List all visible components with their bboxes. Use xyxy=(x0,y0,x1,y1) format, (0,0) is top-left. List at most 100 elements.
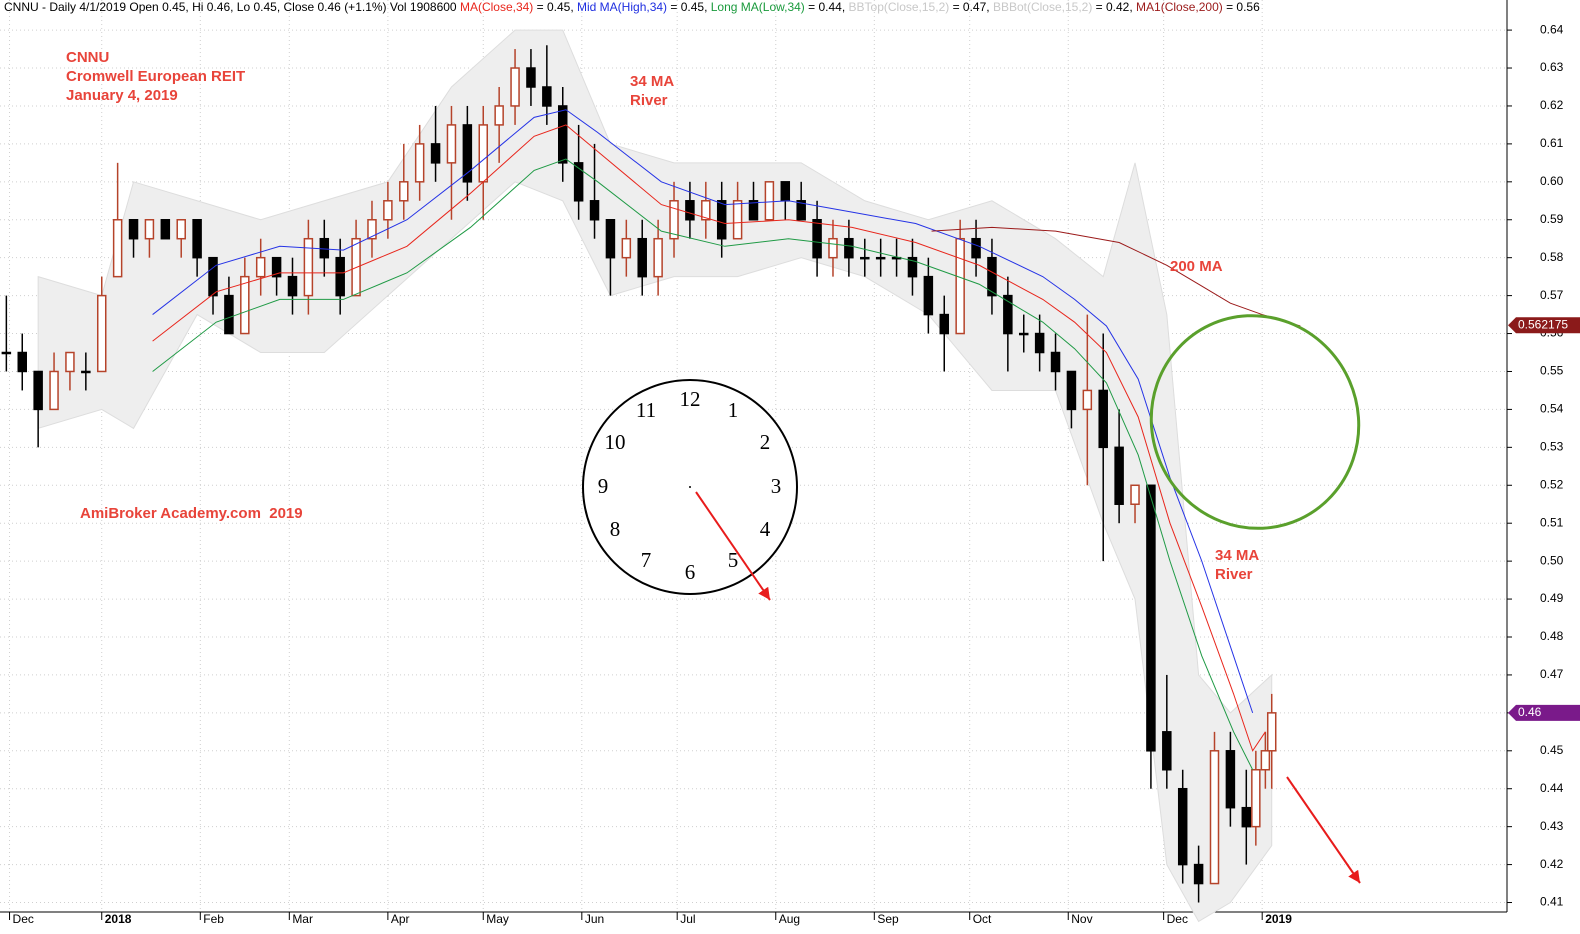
candle-body xyxy=(33,370,43,411)
clock-number: 9 xyxy=(598,474,609,498)
annotation: River xyxy=(1215,566,1253,583)
candle-body xyxy=(255,256,266,278)
candle-body xyxy=(430,143,441,164)
arrow xyxy=(1286,776,1361,884)
arrow xyxy=(695,491,771,601)
x-tick-label: May xyxy=(486,912,509,926)
y-tick-label: 0.64 xyxy=(1540,22,1564,36)
y-tick-label: 0.45 xyxy=(1540,743,1564,757)
clock-number: 4 xyxy=(760,517,771,541)
candle-body xyxy=(96,294,107,373)
candle-body xyxy=(685,200,695,221)
annotation: January 4, 2019 xyxy=(66,87,178,104)
clock-number: 12 xyxy=(680,387,701,411)
y-tick-label: 0.50 xyxy=(1540,553,1564,567)
candle-body xyxy=(637,237,647,278)
candle-body xyxy=(987,256,997,297)
moving-average xyxy=(152,109,1254,714)
candle-body xyxy=(860,256,870,260)
x-tick-label: Dec xyxy=(1167,912,1188,926)
annotation: CNNU xyxy=(66,49,109,66)
candle-body xyxy=(669,200,679,240)
candle-body xyxy=(1162,731,1172,771)
candle-body xyxy=(589,200,600,221)
candle-body xyxy=(939,313,950,335)
candle-body xyxy=(955,237,965,335)
clock-number: 6 xyxy=(685,560,696,584)
candle-body xyxy=(287,275,298,297)
candle-body xyxy=(478,124,489,183)
candle-body xyxy=(701,200,711,221)
x-tick-label: Feb xyxy=(203,912,224,926)
candle-body xyxy=(748,200,759,221)
candle-body xyxy=(764,181,775,221)
annotation: AmiBroker Academy.com 2019 xyxy=(80,505,303,522)
candle-body xyxy=(224,294,234,335)
candle-body xyxy=(144,218,155,240)
header: CNNU - Daily 4/1/2019 Open 0.45, Hi 0.46… xyxy=(4,0,1260,14)
header-part: = 0.45, xyxy=(533,0,577,14)
candle-body xyxy=(573,162,584,202)
y-tick-label: 0.62 xyxy=(1540,98,1564,112)
candle-body xyxy=(1034,332,1045,354)
candle-body xyxy=(160,218,171,240)
x-tick-label: Sep xyxy=(877,912,899,926)
candle-body xyxy=(65,351,75,373)
header-part: = 0.45, xyxy=(667,0,711,14)
candle-body xyxy=(796,200,806,221)
header-part: = 0.44, xyxy=(805,0,849,14)
candle-body xyxy=(1,351,12,355)
candle-body xyxy=(1193,863,1204,885)
annotation: Cromwell European REIT xyxy=(66,68,245,85)
candle-body xyxy=(1018,332,1029,336)
candle-body xyxy=(319,237,330,259)
candle-body xyxy=(446,124,457,164)
candle-body xyxy=(828,237,838,259)
price-tag xyxy=(1508,317,1580,334)
header-part: MA1(Close,200) xyxy=(1136,0,1223,14)
candle-body xyxy=(1241,806,1252,828)
header-part: = 0.47, xyxy=(949,0,993,14)
candle-body xyxy=(1130,484,1140,505)
y-tick-label: 0.60 xyxy=(1540,174,1564,188)
y-tick-label: 0.63 xyxy=(1540,60,1564,74)
annotation: 34 MA xyxy=(630,73,674,90)
clock-center xyxy=(689,486,691,488)
header-part: Mid MA(High,34) xyxy=(577,0,667,14)
annotation: River xyxy=(630,92,668,109)
candle-body xyxy=(1098,389,1108,449)
clock-number: 7 xyxy=(641,548,652,572)
moving-average xyxy=(152,158,1254,770)
candle-body xyxy=(1209,750,1220,885)
x-tick-label: Nov xyxy=(1071,912,1092,926)
y-tick-label: 0.52 xyxy=(1540,477,1564,491)
candle-body xyxy=(414,143,425,183)
candle-body xyxy=(780,181,791,202)
x-tick-label: Mar xyxy=(292,912,313,926)
moving-average xyxy=(152,124,1266,752)
annotation: 200 MA xyxy=(1170,258,1223,275)
y-tick-label: 0.57 xyxy=(1540,288,1564,302)
candle-body xyxy=(494,105,504,126)
candle-body xyxy=(367,218,377,240)
x-tick-label: Jul xyxy=(680,912,695,926)
candle-body xyxy=(271,256,282,278)
candle-body xyxy=(1266,712,1277,752)
candle-body xyxy=(399,181,409,202)
candle-body xyxy=(176,218,186,240)
x-tick-label: 2018 xyxy=(105,912,132,926)
clock-number: 2 xyxy=(760,430,771,454)
candle-body xyxy=(907,256,918,278)
candle-body xyxy=(605,218,616,259)
candle-body xyxy=(812,218,822,259)
candle-body xyxy=(1082,389,1093,411)
candle-body xyxy=(621,237,632,259)
y-tick-label: 0.41 xyxy=(1540,895,1564,909)
header-part: = 0.42, xyxy=(1092,0,1136,14)
y-tick-label: 0.61 xyxy=(1540,136,1564,150)
header-part: BBTop(Close,15,2) xyxy=(849,0,950,14)
moving-average xyxy=(931,226,1301,327)
y-tick-label: 0.42 xyxy=(1540,857,1564,871)
candle-body xyxy=(383,200,393,221)
